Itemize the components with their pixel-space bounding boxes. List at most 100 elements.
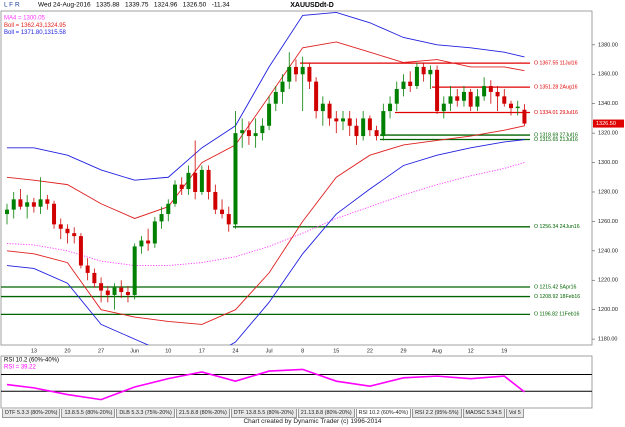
footer: Chart created by Dynamic Trader (c) 1996… bbox=[243, 418, 382, 425]
candle-body bbox=[441, 103, 446, 112]
y-tick-label: 1320.00 bbox=[598, 131, 618, 137]
main-plot: O 1367.55 11Jul16 O 1351.28 2Aug16 O 1334.… bbox=[1, 12, 580, 345]
candle-body bbox=[193, 172, 198, 192]
candle-body bbox=[414, 66, 419, 87]
y-tick-label: 1180.00 bbox=[598, 337, 617, 343]
level-label: O 1367.55 11Jul16 bbox=[534, 61, 578, 67]
last-price-label: 1326.50 bbox=[596, 121, 616, 127]
last-price-tag bbox=[593, 119, 624, 128]
candle-body bbox=[455, 96, 460, 101]
chart-subtitle: Wed 24-Aug-2016 1335.88 1339.75 1324.96 … bbox=[38, 2, 230, 9]
candle-body bbox=[361, 118, 366, 137]
level-label: O 1318.69 27Jul16 bbox=[534, 132, 578, 138]
y-tick-label: 1220.00 bbox=[598, 278, 618, 284]
candle-body bbox=[287, 66, 292, 82]
candle-body bbox=[65, 228, 70, 234]
y-tick-label: 1280.00 bbox=[598, 189, 618, 195]
candle-body bbox=[132, 246, 137, 295]
level-label: O 1315.65 21Jul16 bbox=[534, 137, 578, 143]
candle-body bbox=[199, 169, 204, 192]
candle-body bbox=[347, 118, 352, 126]
candle-body bbox=[341, 118, 345, 122]
legend-entry: RSI = 39.22 bbox=[4, 365, 37, 371]
candle-body bbox=[482, 86, 487, 97]
candle-body bbox=[173, 184, 177, 204]
candle-body bbox=[509, 103, 513, 109]
x-tick-label: 22 bbox=[367, 348, 373, 354]
candle-body bbox=[213, 191, 218, 210]
level-label: O 1334.01 29Jul16 bbox=[534, 110, 578, 116]
candle-body bbox=[267, 103, 272, 126]
candle-body bbox=[475, 96, 480, 107]
y-tick-label: 1360.00 bbox=[598, 72, 618, 78]
candle-body bbox=[179, 184, 184, 190]
candle-body bbox=[300, 66, 305, 75]
level-label: O 1256.34 24Jun16 bbox=[534, 224, 580, 230]
tab[interactable]: 13.8.5.5 (80%-20%) bbox=[61, 409, 116, 418]
candle-body bbox=[495, 91, 500, 97]
x-tick-label: Jun bbox=[130, 348, 139, 354]
tab[interactable]: RSI 10.2 (60%-40%) bbox=[355, 409, 412, 418]
level-label: O 1196.82 11Feb16 bbox=[534, 312, 579, 318]
candle-body bbox=[220, 209, 225, 215]
candle-body bbox=[18, 199, 23, 207]
candle-body bbox=[58, 224, 63, 229]
tab[interactable]: 21.13.8.8 (80%-20%) bbox=[297, 409, 355, 418]
candle-body bbox=[112, 287, 117, 295]
chart-title: XAUUSDdt-D bbox=[290, 2, 334, 9]
x-tick-label: Aug bbox=[432, 348, 442, 354]
candle-body bbox=[240, 130, 245, 134]
candle-body bbox=[85, 265, 90, 273]
x-tick-label: 13 bbox=[31, 348, 37, 354]
tab[interactable]: MAOSC 5.34.5 bbox=[462, 409, 505, 418]
y-tick-label: 1340.00 bbox=[598, 101, 618, 107]
candle-body bbox=[260, 125, 265, 134]
level-label: O 1208.92 18Feb16 bbox=[534, 294, 580, 300]
candle-body bbox=[461, 91, 466, 101]
moving-average bbox=[6, 162, 525, 266]
legend-entry: MA4 = 1300.05 bbox=[4, 16, 46, 22]
candle-body bbox=[119, 287, 124, 293]
x-tick-label: 17 bbox=[199, 348, 205, 354]
x-tick-label: 24 bbox=[232, 348, 238, 354]
y-tick-label: 1240.00 bbox=[598, 248, 618, 254]
toolbar[interactable]: L F R bbox=[4, 2, 20, 9]
x-tick-label: 8 bbox=[301, 348, 304, 354]
tab[interactable]: DTF 13.8.5.5 (80%-20%) bbox=[230, 409, 297, 418]
candle-body bbox=[253, 133, 258, 137]
x-tick-label: 29 bbox=[400, 348, 406, 354]
candle-body bbox=[152, 221, 157, 244]
x-tick-label: 27 bbox=[98, 348, 104, 354]
level-label: O 1351.28 2Aug16 bbox=[534, 84, 578, 90]
candle-body bbox=[502, 96, 507, 104]
level-label: O 1215.42 5Apr16 bbox=[534, 284, 577, 290]
x-tick-label: 20 bbox=[64, 348, 70, 354]
tab[interactable]: Vol 5 bbox=[505, 409, 524, 418]
tab[interactable]: DLB 5.3.3 (75%-20%) bbox=[116, 409, 175, 418]
candle-body bbox=[159, 214, 164, 222]
candle-body bbox=[139, 240, 144, 247]
candle-body bbox=[166, 203, 171, 215]
candle-body bbox=[293, 66, 298, 75]
rsi-plot bbox=[1, 368, 592, 401]
candle-body bbox=[52, 203, 57, 225]
candle-body bbox=[99, 283, 104, 291]
candle-body bbox=[273, 91, 278, 104]
candle-body bbox=[226, 214, 231, 225]
tab[interactable]: 21.5.8.8 (80%-20%) bbox=[175, 409, 230, 418]
candle-body bbox=[92, 272, 97, 284]
candle-body bbox=[374, 130, 379, 137]
chart: L F R Wed 24-Aug-2016 1335.88 1339.75 13… bbox=[0, 2, 624, 409]
candle-body bbox=[25, 202, 30, 207]
tab[interactable]: RSI 2.2 (95%-5%) bbox=[412, 409, 462, 418]
candle-body bbox=[488, 86, 493, 92]
legend-entry: Boll = 1362.43,1324.95 bbox=[4, 23, 67, 29]
candle-body bbox=[421, 66, 426, 75]
candle-body bbox=[327, 103, 332, 119]
candle-body bbox=[522, 109, 527, 124]
candle-body bbox=[233, 133, 238, 225]
candle-body bbox=[5, 209, 9, 215]
candle-body bbox=[146, 240, 151, 244]
candle-body bbox=[280, 81, 285, 92]
tab[interactable]: DTF 5.3.3 (80%-20%) bbox=[2, 409, 61, 418]
